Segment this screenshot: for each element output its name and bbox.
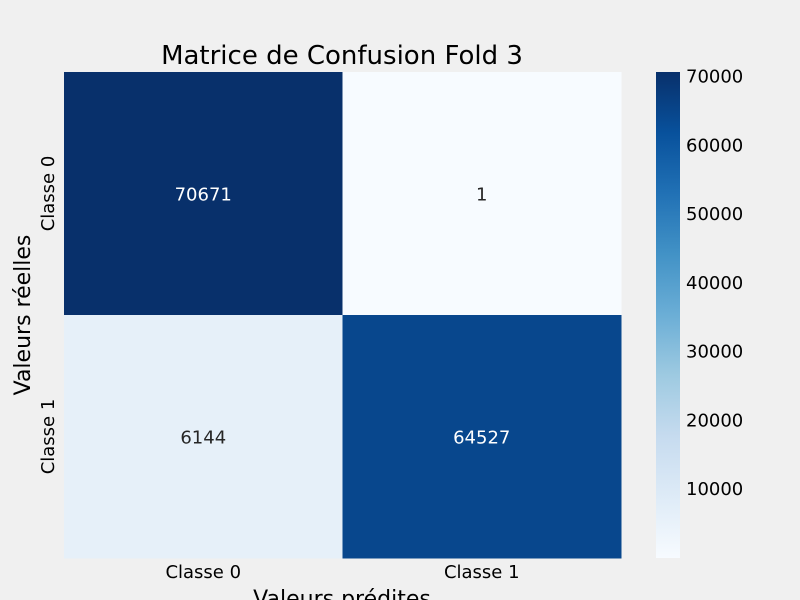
- heatmap-cell-labels: 70671 1 6144 64527: [175, 185, 511, 449]
- colorbar: [656, 72, 680, 558]
- chart-title: Matrice de Confusion Fold 3: [161, 41, 523, 71]
- x-axis-label: Valeurs prédites: [253, 587, 431, 600]
- x-tick-label: Classe 0: [165, 562, 241, 583]
- x-tick-label: Classe 1: [444, 562, 520, 583]
- colorbar-tick-labels: 10000 20000 30000 40000 50000 60000 70000: [686, 67, 743, 501]
- colorbar-tick-label: 20000: [686, 410, 743, 431]
- colorbar-tick-label: 60000: [686, 135, 743, 156]
- heatmap-cell-r0-c1: [342, 72, 622, 316]
- y-tick-labels: Classe 0 Classe 1: [38, 156, 59, 475]
- heatmap-cells: [64, 72, 622, 559]
- heatmap-cell-r1-c0: [64, 315, 343, 559]
- colorbar-tick-label: 40000: [686, 273, 743, 294]
- x-tick-labels: Classe 0 Classe 1: [165, 562, 519, 583]
- colorbar-tick-label: 10000: [686, 479, 743, 500]
- colorbar-tick-label: 30000: [686, 342, 743, 363]
- heatmap-cell-r0-c0: [64, 72, 343, 316]
- y-axis-label: Valeurs réelles: [11, 235, 36, 396]
- cell-value-label: 1: [476, 185, 487, 206]
- heatmap-cell-r1-c1: [342, 315, 622, 559]
- y-tick-label: Classe 1: [38, 399, 59, 475]
- colorbar-tick-label: 70000: [686, 67, 743, 88]
- cell-value-label: 64527: [453, 428, 510, 449]
- cell-value-label: 6144: [180, 428, 226, 449]
- colorbar-tick-label: 50000: [686, 204, 743, 225]
- y-tick-label: Classe 0: [38, 156, 59, 232]
- cell-value-label: 70671: [175, 185, 232, 206]
